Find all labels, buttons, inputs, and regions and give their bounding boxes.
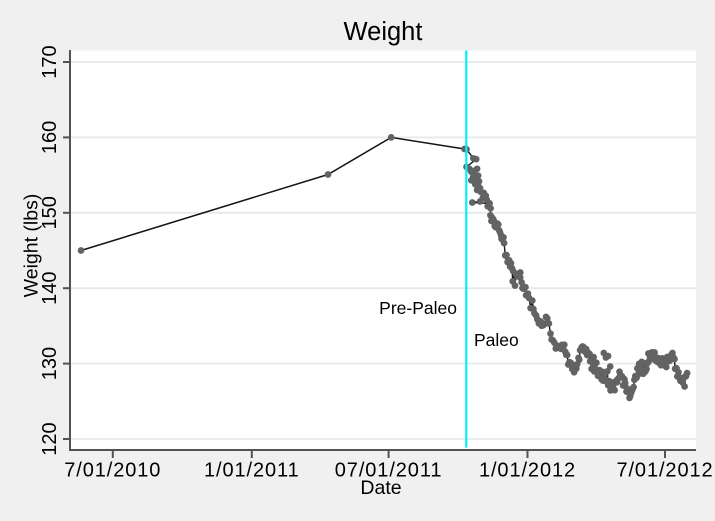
svg-text:150: 150 xyxy=(39,196,61,229)
svg-text:130: 130 xyxy=(39,347,61,380)
svg-text:140: 140 xyxy=(39,272,61,305)
svg-text:Paleo: Paleo xyxy=(474,330,519,350)
svg-text:1/01/2012: 1/01/2012 xyxy=(479,460,576,482)
svg-text:160: 160 xyxy=(39,121,61,154)
svg-text:120: 120 xyxy=(39,422,61,455)
svg-text:Pre-Paleo: Pre-Paleo xyxy=(379,298,457,318)
svg-text:Date: Date xyxy=(360,477,401,499)
svg-text:170: 170 xyxy=(39,45,61,78)
svg-text:7/01/2010: 7/01/2010 xyxy=(64,460,161,482)
svg-text:1/01/2011: 1/01/2011 xyxy=(204,460,300,482)
svg-text:7/01/2012: 7/01/2012 xyxy=(616,460,713,482)
svg-text:Weight (lbs): Weight (lbs) xyxy=(21,194,43,298)
svg-text:07/01/2011: 07/01/2011 xyxy=(335,460,443,482)
svg-text:Weight: Weight xyxy=(344,18,423,46)
